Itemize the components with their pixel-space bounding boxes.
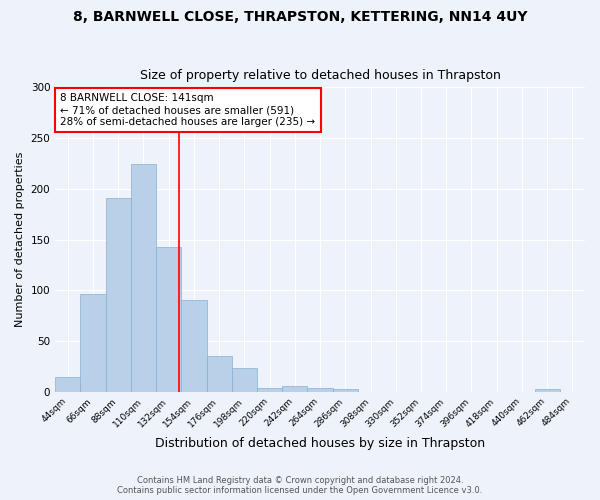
- Bar: [80, 294, 106, 392]
- X-axis label: Distribution of detached houses by size in Thrapston: Distribution of detached houses by size …: [155, 437, 485, 450]
- Y-axis label: Number of detached properties: Number of detached properties: [15, 152, 25, 327]
- Bar: [156, 246, 181, 392]
- Bar: [206, 356, 232, 392]
- Text: 8, BARNWELL CLOSE, THRAPSTON, KETTERING, NN14 4UY: 8, BARNWELL CLOSE, THRAPSTON, KETTERING,…: [73, 10, 527, 24]
- Title: Size of property relative to detached houses in Thrapston: Size of property relative to detached ho…: [140, 69, 500, 82]
- Bar: [332, 388, 358, 392]
- Bar: [232, 368, 257, 392]
- Bar: [535, 388, 560, 392]
- Bar: [55, 376, 80, 392]
- Bar: [181, 300, 206, 392]
- Bar: [106, 198, 131, 392]
- Bar: [282, 386, 307, 392]
- Bar: [307, 388, 332, 392]
- Text: Contains HM Land Registry data © Crown copyright and database right 2024.
Contai: Contains HM Land Registry data © Crown c…: [118, 476, 482, 495]
- Bar: [131, 164, 156, 392]
- Bar: [257, 388, 282, 392]
- Text: 8 BARNWELL CLOSE: 141sqm
← 71% of detached houses are smaller (591)
28% of semi-: 8 BARNWELL CLOSE: 141sqm ← 71% of detach…: [61, 94, 316, 126]
